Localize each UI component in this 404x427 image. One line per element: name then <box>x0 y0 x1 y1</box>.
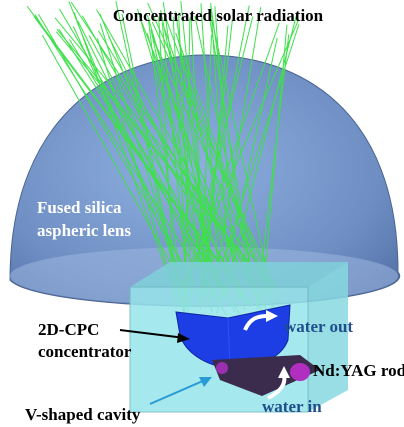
page: Concentrated solar radiation Fused silic… <box>0 0 404 427</box>
title: Concentrated solar radiation <box>113 6 324 25</box>
lens-label: Fused silica <box>37 198 122 217</box>
concentrator-label: concentrator <box>38 342 132 361</box>
water-out-label: water out <box>284 317 353 336</box>
rod-end <box>216 362 228 374</box>
rod-label: Nd:YAG rod <box>313 361 404 380</box>
lens-label: aspheric lens <box>37 221 131 240</box>
diagram: Concentrated solar radiation Fused silic… <box>0 0 404 427</box>
cavity-label: V-shaped cavity <box>25 405 141 424</box>
rod <box>290 363 310 381</box>
water-in-label: water in <box>262 397 322 416</box>
concentrator-label: 2D-CPC <box>38 320 99 339</box>
box-side <box>308 262 348 412</box>
